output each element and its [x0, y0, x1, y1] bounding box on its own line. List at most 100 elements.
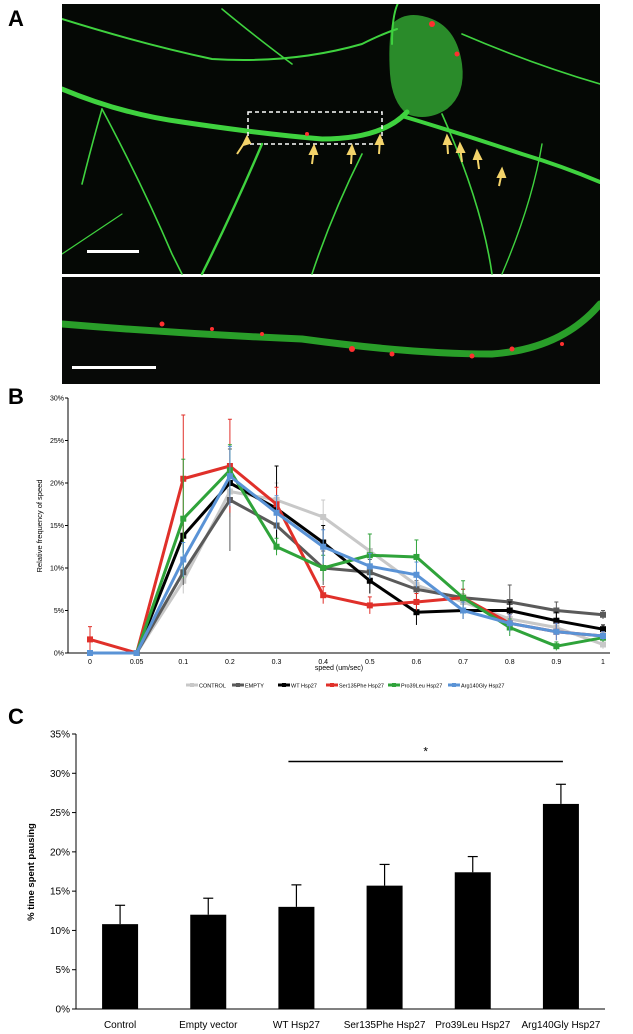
chart-b-x-tick-label: 0.1 — [178, 659, 188, 666]
chart-b-x-tick-label: 0.05 — [130, 659, 144, 666]
chart-b-legend: CONTROL EMPTY WT Hsp27 Ser135Phe Hsp27 Pro39… — [186, 683, 504, 690]
chart-c-y-ticks: 0% 5% 10% 15% 20% 25% 30% 35% — [50, 730, 76, 1016]
chart-b-data-point — [366, 577, 373, 584]
chart-b-data-point — [413, 553, 420, 560]
chart-b-x-axis-label: speed (um/sec) — [315, 665, 363, 672]
panel-label-a: A — [8, 6, 24, 31]
chart-c-y-tick-label: 5% — [56, 965, 71, 976]
microscopy-image — [62, 4, 600, 384]
chart-c-y-tick-label: 35% — [50, 730, 70, 741]
chart-b-legend-label: Ser135Phe Hsp27 — [339, 684, 384, 690]
chart-b-data-point — [600, 626, 606, 633]
pausing-bar-chart: 0% 5% 10% 15% 20% 25% 30% 35% Control Empty vect… — [26, 730, 605, 1031]
chart-b-data-point — [366, 602, 373, 609]
chart-b-x-tick-label: 0.4 — [318, 659, 328, 666]
chart-c-x-tick-label: Ser135Phe Hsp27 — [344, 1020, 426, 1031]
speed-frequency-chart: 0% 5% 10% 15% 20% 25% 30% 0 0.05 0.1 0.2 0.3 0.4 0.5… — [35, 396, 610, 690]
chart-b-data-point — [413, 609, 420, 616]
chart-b-x-tick-label: 0 — [88, 659, 92, 666]
chart-c-y-tick-label: 10% — [50, 926, 70, 937]
microscopy-image-drawing — [62, 4, 600, 384]
chart-b-series — [87, 414, 606, 656]
chart-b-data-point — [460, 607, 467, 614]
chart-c-x-tick-label: Empty vector — [179, 1020, 238, 1031]
chart-b-series-arg140gly-hsp27 — [87, 445, 606, 656]
chart-b-x-ticks: 0 0.05 0.1 0.2 0.3 0.4 0.5 0.6 0.7 0.8 0.9 1 — [88, 659, 605, 666]
chart-b-data-point — [180, 556, 187, 563]
chart-b-legend-item: Pro39Leu Hsp27 — [388, 683, 442, 690]
chart-c-x-tick-label: Control — [104, 1020, 136, 1031]
chart-b-data-point — [553, 617, 560, 624]
chart-b-legend-marker — [190, 683, 194, 687]
chart-b-legend-marker — [282, 683, 286, 687]
chart-b-data-point — [506, 607, 513, 614]
chart-b-data-point — [413, 586, 420, 593]
chart-b-legend-item: Arg140Gly Hsp27 — [448, 683, 504, 690]
chart-b-legend-item: CONTROL — [186, 683, 226, 690]
chart-c-x-tick-label: Pro39Leu Hsp27 — [435, 1020, 510, 1031]
chart-b-x-tick-label: 1 — [601, 659, 605, 666]
chart-b-data-point — [413, 599, 420, 605]
chart-b-data-point — [600, 611, 606, 618]
chart-b-data-point — [553, 643, 560, 650]
chart-b-legend-marker — [452, 683, 456, 687]
chart-b-y-tick-label: 15% — [50, 523, 64, 530]
chart-b-y-tick-label: 10% — [50, 566, 64, 573]
chart-c-x-tick-label: Arg140Gly Hsp27 — [521, 1020, 600, 1031]
chart-b-x-tick-label: 0.2 — [225, 659, 235, 666]
chart-b-x-tick-label: 0.9 — [551, 659, 561, 666]
chart-b-legend-item: Ser135Phe Hsp27 — [326, 683, 384, 690]
chart-b-x-tick-label: 0.8 — [505, 659, 515, 666]
chart-b-data-point — [320, 592, 327, 599]
chart-b-legend-label: Pro39Leu Hsp27 — [401, 684, 442, 690]
chart-b-y-tick-label: 20% — [50, 481, 64, 488]
chart-c-y-tick-label: 0% — [56, 1005, 71, 1016]
chart-c-bar — [190, 914, 227, 1009]
chart-c-significance-label: * — [423, 745, 428, 759]
chart-c-bar — [454, 872, 491, 1009]
chart-b-data-point — [320, 514, 327, 520]
chart-b-series-line — [90, 474, 604, 655]
chart-b-y-tick-label: 30% — [50, 396, 64, 403]
chart-c-x-ticks: Control Empty vector WT Hsp27 Ser135Phe Hsp… — [104, 1020, 601, 1031]
chart-b-data-point — [320, 543, 327, 550]
chart-b-legend-label: EMPTY — [245, 684, 264, 690]
chart-b-series-line — [90, 498, 604, 655]
chart-b-data-point — [273, 543, 280, 550]
chart-b-x-tick-label: 0.5 — [365, 659, 375, 666]
chart-b-y-ticks: 0% 5% 10% 15% 20% 25% 30% — [50, 396, 68, 658]
chart-b-data-point — [180, 515, 187, 522]
chart-b-y-tick-label: 25% — [50, 438, 64, 445]
chart-c-significance: * — [288, 745, 563, 763]
chart-c-y-axis-label: % time spent pausing — [26, 823, 37, 921]
chart-b-legend-label: CONTROL — [199, 684, 226, 690]
chart-b-legend-marker — [392, 683, 396, 687]
chart-b-x-tick-label: 0.6 — [412, 659, 422, 666]
chart-b-data-point — [413, 571, 420, 578]
chart-b-series-line — [90, 490, 604, 655]
chart-b-data-point — [273, 509, 280, 516]
chart-b-y-tick-label: 0% — [54, 651, 64, 658]
chart-b-data-point — [320, 565, 327, 571]
chart-b-data-point — [87, 636, 93, 643]
chart-b-data-point — [600, 641, 606, 648]
chart-b-legend-label: Arg140Gly Hsp27 — [461, 684, 504, 690]
chart-c-y-tick-label: 25% — [50, 808, 70, 819]
chart-b-legend-marker — [236, 683, 240, 687]
chart-b-data-point — [460, 594, 467, 601]
panel-label-b: B — [8, 384, 24, 409]
chart-b-y-axis-label: Relative frequency of speed — [35, 480, 44, 573]
chart-c-y-tick-label: 30% — [50, 769, 70, 780]
chart-c-bar — [278, 906, 315, 1009]
chart-b-legend-item: EMPTY — [232, 683, 264, 690]
chart-b-data-point — [133, 650, 140, 656]
chart-b-data-point — [87, 650, 93, 656]
chart-b-data-point — [366, 563, 373, 570]
chart-c-bar — [366, 885, 403, 1009]
chart-c-bar — [102, 924, 139, 1009]
chart-c-y-tick-label: 20% — [50, 847, 70, 858]
chart-c-y-tick-label: 15% — [50, 887, 70, 898]
chart-b-data-point — [506, 620, 513, 627]
chart-b-legend-marker — [330, 683, 334, 687]
chart-b-data-point — [553, 607, 560, 614]
